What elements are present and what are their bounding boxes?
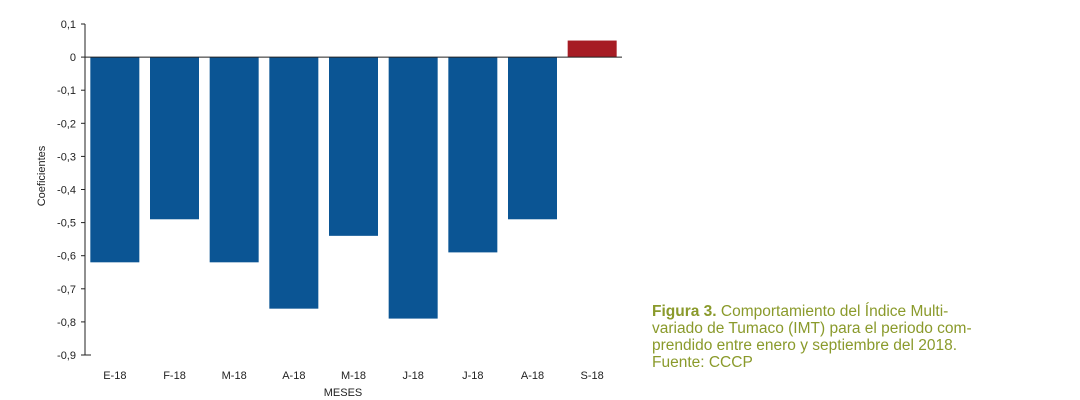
x-axis-title: MESES [324, 387, 363, 399]
y-tick-label: -0,8 [57, 317, 76, 329]
bar-9 [567, 40, 617, 58]
y-tick-label: -0,3 [57, 151, 76, 163]
bar-2 [150, 57, 199, 220]
caption-line-1: Figura 3. Comportamiento del Índice Mult… [652, 303, 1012, 320]
y-tick-label: -0,1 [57, 85, 76, 97]
bar-8 [508, 57, 557, 220]
y-tick-label: -0,9 [57, 350, 76, 362]
bars-group [90, 40, 617, 319]
y-tick-label: 0,1 [61, 19, 76, 31]
bar-6 [388, 57, 438, 319]
figure-caption: Figura 3. Comportamiento del Índice Mult… [652, 303, 1012, 371]
y-axis-title: Coeficientes [36, 145, 48, 206]
x-tick-label: A-18 [282, 370, 305, 382]
figure-label: Figura 3. [652, 303, 717, 320]
caption-line-4: Fuente: CCCP [652, 354, 753, 371]
x-tick-label: M-18 [341, 370, 366, 382]
x-tick-label: J-18 [462, 370, 483, 382]
bar-1 [90, 57, 140, 263]
y-tick-label: -0,2 [57, 118, 76, 130]
bar-chart: 0,1 0 -0,1 -0,2 -0,3 -0,4 -0,5 -0,6 -0,7 -0,8 -0,9… [36, 19, 622, 399]
bar-4 [269, 57, 319, 309]
x-tick-label: S-18 [581, 370, 604, 382]
bar-7 [448, 57, 498, 253]
x-tick-label: F-18 [163, 370, 186, 382]
caption-line-2: variado de Tumaco (IMT) para el periodo … [652, 320, 972, 337]
y-tick-label: 0 [70, 52, 76, 64]
x-axis-ticks: E-18 F-18 M-18 A-18 M-18 J-18 J-18 A-18 S-18 [103, 370, 604, 382]
y-tick-label: -0,7 [57, 284, 76, 296]
caption-line-3: prendido entre enero y septiembre del 20… [652, 337, 958, 354]
bar-5 [329, 57, 378, 236]
y-tick-label: -0,5 [57, 218, 76, 230]
x-tick-label: A-18 [521, 370, 544, 382]
caption-text-1: Comportamiento del Índice Multi- [716, 303, 949, 320]
y-axis-ticks: 0,1 0 -0,1 -0,2 -0,3 -0,4 -0,5 -0,6 -0,7 -0,8 -0,9 [57, 19, 85, 362]
x-tick-label: J-18 [402, 370, 423, 382]
x-tick-label: M-18 [222, 370, 247, 382]
y-tick-label: -0,6 [57, 251, 76, 263]
x-tick-label: E-18 [103, 370, 126, 382]
bar-3 [209, 57, 259, 263]
y-tick-label: -0,4 [57, 185, 76, 197]
